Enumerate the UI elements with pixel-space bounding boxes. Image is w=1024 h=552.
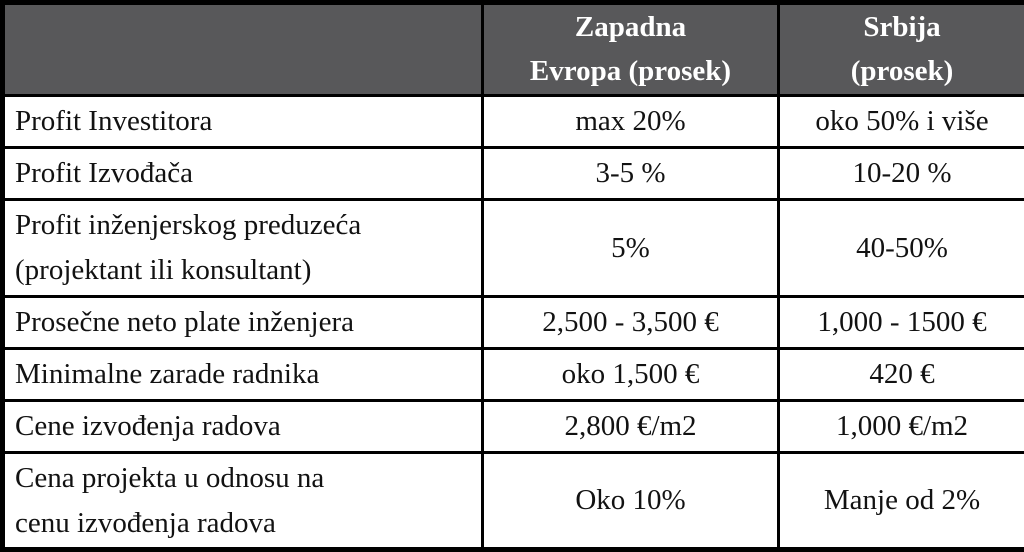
value-serbia: 1,000 - 1500 €: [779, 297, 1024, 349]
row-label: Cena projekta u odnosu na cenu izvođenja…: [3, 453, 483, 550]
row-label: Profit inženjerskog preduzeća (projektan…: [3, 200, 483, 297]
col-header-west: Zapadna Evropa (prosek): [483, 3, 779, 96]
value-west: 2,500 - 3,500 €: [483, 297, 779, 349]
table-header-row: Zapadna Evropa (prosek) Srbija (prosek): [3, 3, 1024, 96]
row-label: Prosečne neto plate inženjera: [3, 297, 483, 349]
table-row: Profit inženjerskog preduzeća (projektan…: [3, 200, 1024, 297]
col-header-serbia: Srbija (prosek): [779, 3, 1024, 96]
value-serbia: 10-20 %: [779, 148, 1024, 200]
value-serbia: 40-50%: [779, 200, 1024, 297]
value-west: 3-5 %: [483, 148, 779, 200]
value-serbia: oko 50% i više: [779, 96, 1024, 148]
row-label: Cene izvođenja radova: [3, 401, 483, 453]
value-serbia: 1,000 €/m2: [779, 401, 1024, 453]
row-label: Minimalne zarade radnika: [3, 349, 483, 401]
value-west: 2,800 €/m2: [483, 401, 779, 453]
value-serbia: Manje od 2%: [779, 453, 1024, 550]
row-label: Profit Investitora: [3, 96, 483, 148]
value-west: oko 1,500 €: [483, 349, 779, 401]
value-west: 5%: [483, 200, 779, 297]
corner-cell: [3, 3, 483, 96]
row-label: Profit Izvođača: [3, 148, 483, 200]
value-serbia: 420 €: [779, 349, 1024, 401]
table-row: Cena projekta u odnosu na cenu izvođenja…: [3, 453, 1024, 550]
value-west: Oko 10%: [483, 453, 779, 550]
value-west: max 20%: [483, 96, 779, 148]
